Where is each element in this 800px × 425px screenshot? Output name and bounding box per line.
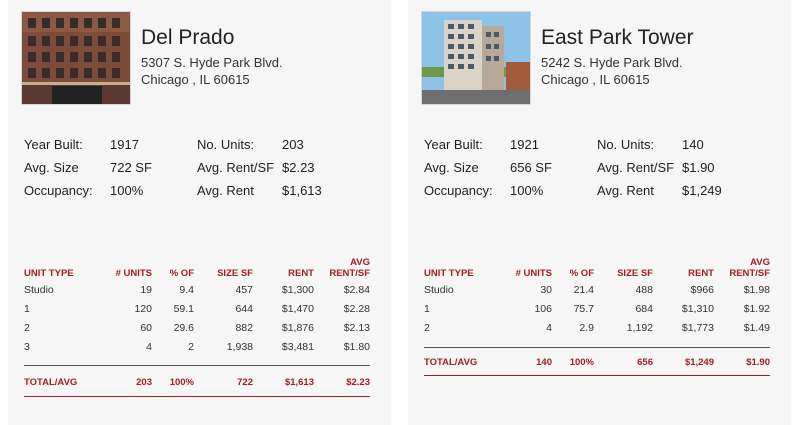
header-size: SIZE SF: [217, 268, 253, 279]
property-name: East Park Tower: [541, 26, 694, 49]
stat-label: Occupancy:: [24, 183, 93, 198]
building-photo: [21, 11, 131, 105]
divider: [424, 347, 770, 348]
header-rent: RENT: [288, 268, 314, 279]
header-avg-rent-sf: AVG RENT/SF: [329, 257, 370, 279]
header-avg-rent-sf: AVG RENT/SF: [729, 257, 770, 279]
stat-label: Year Built:: [424, 137, 483, 152]
stat-value: 656 SF: [510, 160, 552, 175]
header-rent: RENT: [688, 268, 714, 279]
stat-label: Year Built:: [24, 137, 83, 152]
stat-label: Avg. Rent/SF: [597, 160, 675, 175]
property-card-east-park-tower: East Park Tower 5242 S. Hyde Park Blvd. …: [408, 0, 791, 425]
property-name: Del Prado: [141, 26, 235, 49]
address-line1: 5307 S. Hyde Park Blvd.: [141, 55, 283, 70]
header-pct: % OF: [169, 268, 194, 279]
header-unit-type: UNIT TYPE: [24, 268, 74, 279]
unit-table-body: Studio 30 21.4 488 $966 $1.98 1 106 75.7 684 $1,3…: [424, 284, 770, 341]
stat-value: 100%: [110, 183, 144, 198]
header-pct: % OF: [569, 268, 594, 279]
address-line2: Chicago , IL 60615: [141, 72, 250, 87]
stat-label: Avg. Size: [24, 160, 79, 175]
table-row: 1 106 75.7 684 $1,310 $1.92: [424, 303, 770, 315]
header-size: SIZE SF: [617, 268, 653, 279]
address-line2: Chicago , IL 60615: [541, 72, 650, 87]
stat-label: Occupancy:: [424, 183, 493, 198]
table-row: 3 4 2 1,938 $3,481 $1.80: [24, 341, 370, 353]
address-line1: 5242 S. Hyde Park Blvd.: [541, 55, 683, 70]
total-row: TOTAL/AVG 203 100% 722 $1,613 $2.23: [24, 377, 370, 388]
stat-label: Avg. Size: [424, 160, 479, 175]
stat-value: 722 SF: [110, 160, 152, 175]
stat-value: 140: [682, 137, 704, 152]
building-photo: [421, 11, 531, 105]
property-stats: Year Built: 1917 No. Units: 203 Avg. Siz…: [24, 137, 384, 206]
divider: [24, 396, 370, 397]
table-row: Studio 30 21.4 488 $966 $1.98: [424, 284, 770, 296]
stat-value: 203: [282, 137, 304, 152]
table-header: UNIT TYPE # UNITS % OF SIZE SF RENT AVG R…: [24, 249, 370, 279]
unit-table-body: Studio 19 9.4 457 $1,300 $2.84 1 120 59.1 644 $1,…: [24, 284, 370, 360]
table-row: 1 120 59.1 644 $1,470 $2.28: [24, 303, 370, 315]
table-row: Studio 19 9.4 457 $1,300 $2.84: [24, 284, 370, 296]
table-header: UNIT TYPE # UNITS % OF SIZE SF RENT AVG R…: [424, 249, 770, 279]
stat-label: Avg. Rent/SF: [197, 160, 275, 175]
stat-label: Avg. Rent: [597, 183, 654, 198]
stat-value: $1,613: [282, 183, 322, 198]
total-row: TOTAL/AVG 140 100% 656 $1,249 $1.90: [424, 357, 770, 368]
stat-value: 1917: [110, 137, 139, 152]
stat-value: 100%: [510, 183, 544, 198]
property-stats: Year Built: 1921 No. Units: 140 Avg. Siz…: [424, 137, 784, 206]
divider: [24, 365, 370, 366]
stat-label: No. Units:: [597, 137, 655, 152]
header-units: # UNITS: [515, 268, 552, 279]
property-card-del-prado: Del Prado 5307 S. Hyde Park Blvd. Chicag…: [8, 0, 391, 425]
divider: [424, 375, 770, 376]
header-units: # UNITS: [115, 268, 152, 279]
stat-value: $2.23: [282, 160, 315, 175]
stat-value: $1,249: [682, 183, 722, 198]
stat-label: Avg. Rent: [197, 183, 254, 198]
stat-label: No. Units:: [197, 137, 255, 152]
table-row: 2 60 29.6 882 $1,876 $2.13: [24, 322, 370, 334]
header-unit-type: UNIT TYPE: [424, 268, 474, 279]
stat-value: $1.90: [682, 160, 715, 175]
stat-value: 1921: [510, 137, 539, 152]
table-row: 2 4 2.9 1,192 $1,773 $1.49: [424, 322, 770, 334]
